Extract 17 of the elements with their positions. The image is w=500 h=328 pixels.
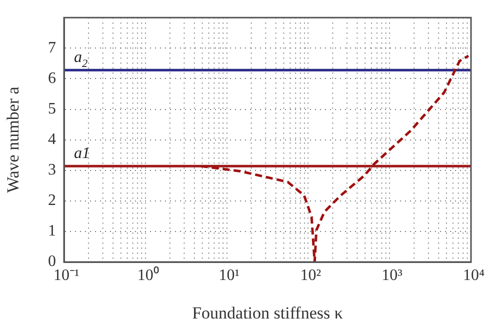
- y-tick-label: 6: [48, 70, 56, 87]
- y-tick-label: 7: [48, 39, 56, 56]
- y-tick-label: 0: [48, 253, 56, 270]
- y-tick-label: 3: [48, 162, 56, 179]
- x-tick-label: 10⁻¹: [54, 267, 80, 284]
- x-axis-title: Foundation stiffness κ: [192, 303, 344, 322]
- x-tick-label: 10²: [300, 267, 322, 284]
- x-tick-label: 10⁰: [137, 266, 160, 284]
- y-tick-label: 5: [48, 100, 56, 118]
- y-axis-title: Wave number a: [4, 86, 23, 193]
- y-tick-label: 4: [48, 131, 56, 148]
- y-tick-label: 2: [48, 192, 56, 210]
- y-tick-label: 1: [48, 222, 56, 240]
- x-tick-label: 10¹: [218, 267, 240, 284]
- x-tick-label: 10⁴: [463, 267, 485, 284]
- ref-line-label: a1: [74, 145, 90, 162]
- x-tick-label: 10³: [382, 267, 403, 284]
